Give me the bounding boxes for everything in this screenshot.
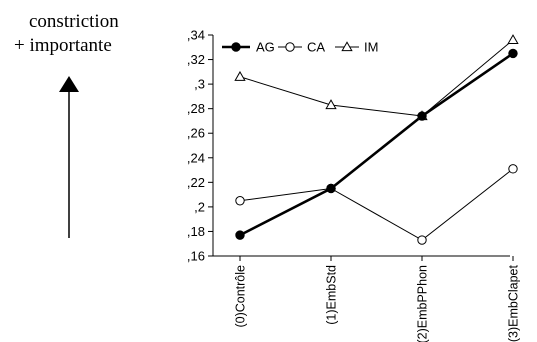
- y-tick-label: ,3: [194, 77, 205, 92]
- legend-label: CA: [307, 40, 325, 55]
- y-tick-label: ,34: [187, 28, 205, 43]
- x-tick-label: (2)EmbPPhon: [416, 265, 430, 342]
- series-AG: [239, 52, 514, 237]
- x-tick-label: (1)EmbStd: [325, 265, 339, 325]
- data-point-CA: [235, 196, 245, 206]
- series-line-AG: [239, 52, 514, 237]
- x-tick-label: (3)EmbClapet: [507, 264, 521, 342]
- legend: AG CA IM: [222, 40, 378, 55]
- x-tick-label: (0)Contrôle: [234, 265, 248, 328]
- data-point-CA: [508, 164, 518, 174]
- y-tick-label: ,32: [187, 52, 205, 67]
- annotation-line-1: constriction: [29, 11, 119, 32]
- legend-label: IM: [364, 40, 378, 55]
- legend-label: AG: [256, 40, 275, 55]
- y-tick-label: ,18: [187, 224, 205, 239]
- series-line-CA: [239, 168, 514, 241]
- series-IM: [239, 39, 514, 117]
- y-tick-label: ,24: [187, 150, 205, 165]
- y-tick-label: ,28: [187, 101, 205, 116]
- legend-marker: [231, 42, 241, 52]
- y-tick-label: ,26: [187, 126, 205, 141]
- data-point-AG: [417, 111, 427, 121]
- y-tick-label: ,2: [194, 199, 205, 214]
- y-tick-label: ,22: [187, 175, 205, 190]
- legend-item-CA: CA: [278, 40, 325, 55]
- data-point-IM: [507, 34, 519, 45]
- data-point-CA: [417, 235, 427, 245]
- legend-marker: [341, 41, 353, 52]
- data-point-AG: [508, 48, 518, 59]
- data-point-IM: [234, 70, 246, 81]
- series-CA: [239, 168, 514, 241]
- legend-marker: [285, 42, 295, 52]
- legend-item-IM: IM: [335, 40, 378, 55]
- data-point-AG: [326, 183, 336, 194]
- data-point-IM: [325, 99, 337, 110]
- annotation-line-2: + importante: [14, 35, 112, 56]
- series-line-IM: [239, 39, 514, 117]
- legend-item-AG: AG: [222, 40, 275, 55]
- data-point-AG: [235, 230, 245, 240]
- y-tick-label: ,16: [187, 249, 205, 264]
